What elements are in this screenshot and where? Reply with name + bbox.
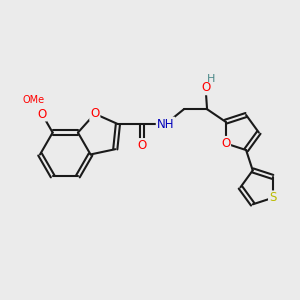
Text: O: O: [138, 139, 147, 152]
Text: O: O: [221, 137, 230, 150]
Text: H: H: [207, 74, 215, 84]
Text: O: O: [90, 107, 100, 120]
Text: OMe: OMe: [23, 95, 45, 105]
Text: O: O: [37, 107, 46, 121]
Text: NH: NH: [157, 118, 174, 130]
Text: O: O: [201, 81, 210, 94]
Text: S: S: [269, 191, 276, 204]
